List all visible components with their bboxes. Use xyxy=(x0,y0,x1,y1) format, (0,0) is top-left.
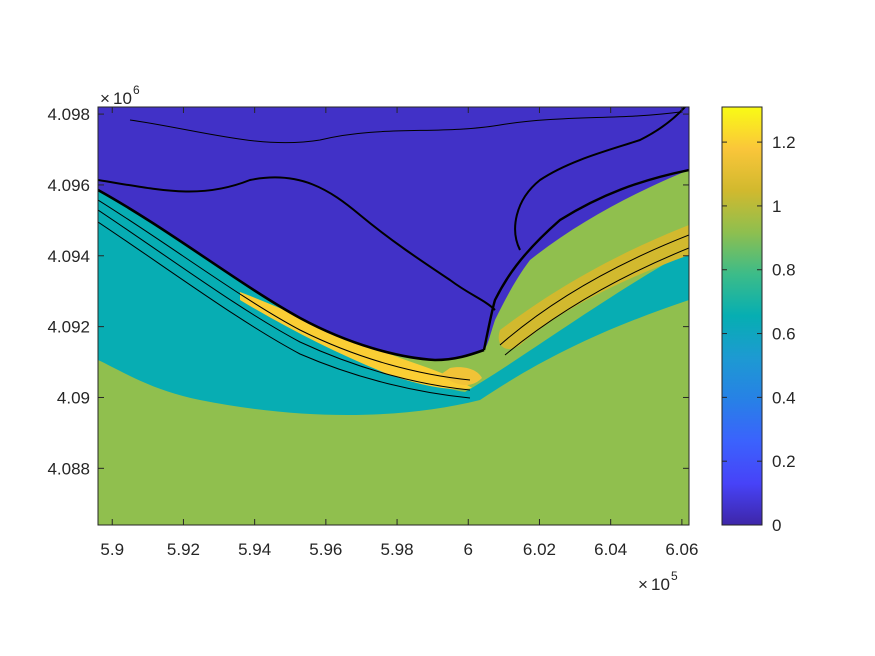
svg-text:×: × xyxy=(638,575,648,594)
x-tick-label-8: 6.06 xyxy=(665,540,698,559)
offshore-contour-3 xyxy=(98,221,471,399)
offshore-contour-1 xyxy=(98,199,471,381)
colorbar-tick-label-0: 0 xyxy=(772,516,781,535)
colorbar-tick-label-5: 1 xyxy=(772,197,781,216)
colorbar-tick-label-1: 0.2 xyxy=(772,452,796,471)
interior-contour xyxy=(129,111,681,144)
colorbar-tick-label-3: 0.6 xyxy=(772,325,796,344)
nearshore-band xyxy=(98,180,689,415)
colorbar-bar xyxy=(721,106,763,526)
plot-area xyxy=(98,107,689,525)
land-mass xyxy=(98,107,689,360)
x-tick-label-5: 6 xyxy=(464,540,473,559)
offshore-contour-5 xyxy=(504,247,689,356)
colorbar-tick-label-2: 0.4 xyxy=(772,388,796,407)
x-tick-label-0: 5.9 xyxy=(100,540,124,559)
y-tick-label-3: 4.094 xyxy=(47,247,90,266)
y-tick-label-5: 4.098 xyxy=(47,105,90,124)
x-tick-label-7: 6.04 xyxy=(594,540,627,559)
colorbar-tick-label-6: 1.2 xyxy=(772,133,796,152)
svg-text:10: 10 xyxy=(651,575,670,594)
shoreline-contour xyxy=(98,188,485,362)
colorbar-ticks: 0 0.2 0.4 0.6 0.8 1 1.2 xyxy=(722,133,796,535)
offshore-contour-4 xyxy=(499,234,689,346)
x-tick-label-2: 5.94 xyxy=(238,540,271,559)
svg-text:5: 5 xyxy=(671,569,678,583)
x-tick-label-4: 5.98 xyxy=(381,540,414,559)
y-tick-label-1: 4.09 xyxy=(57,388,90,407)
x-tick-label-3: 5.96 xyxy=(309,540,342,559)
inlet-tip xyxy=(440,367,482,386)
y-tick-label-0: 4.088 xyxy=(47,459,90,478)
channel-contour xyxy=(482,168,689,351)
plot-frame xyxy=(97,106,690,526)
offshore-contour-2 xyxy=(98,209,471,391)
svg-text:×: × xyxy=(100,89,110,108)
svg-text:6: 6 xyxy=(133,83,140,97)
y-tick-label-4: 4.096 xyxy=(47,176,90,195)
river-contour-west xyxy=(98,176,496,311)
river-contour-north xyxy=(514,107,686,251)
colorbar: 0 0.2 0.4 0.6 0.8 1 1.2 xyxy=(721,106,796,535)
x-exponent-label: × 10 5 xyxy=(638,569,678,594)
y-exponent-label: × 10 6 xyxy=(100,83,140,108)
x-tick-label-6: 6.02 xyxy=(523,540,556,559)
y-tick-label-2: 4.092 xyxy=(47,318,90,337)
y-axis-ticks: 4.088 4.09 4.092 4.094 4.096 4.098 xyxy=(47,105,689,478)
contour-lines xyxy=(98,107,689,399)
shoal-east xyxy=(498,225,689,350)
x-tick-label-1: 5.92 xyxy=(167,540,200,559)
x-axis-ticks: 5.9 5.92 5.94 5.96 5.98 6 6.02 6.04 6.06 xyxy=(100,107,698,559)
colorbar-tick-label-4: 0.8 xyxy=(772,261,796,280)
svg-text:10: 10 xyxy=(113,89,132,108)
